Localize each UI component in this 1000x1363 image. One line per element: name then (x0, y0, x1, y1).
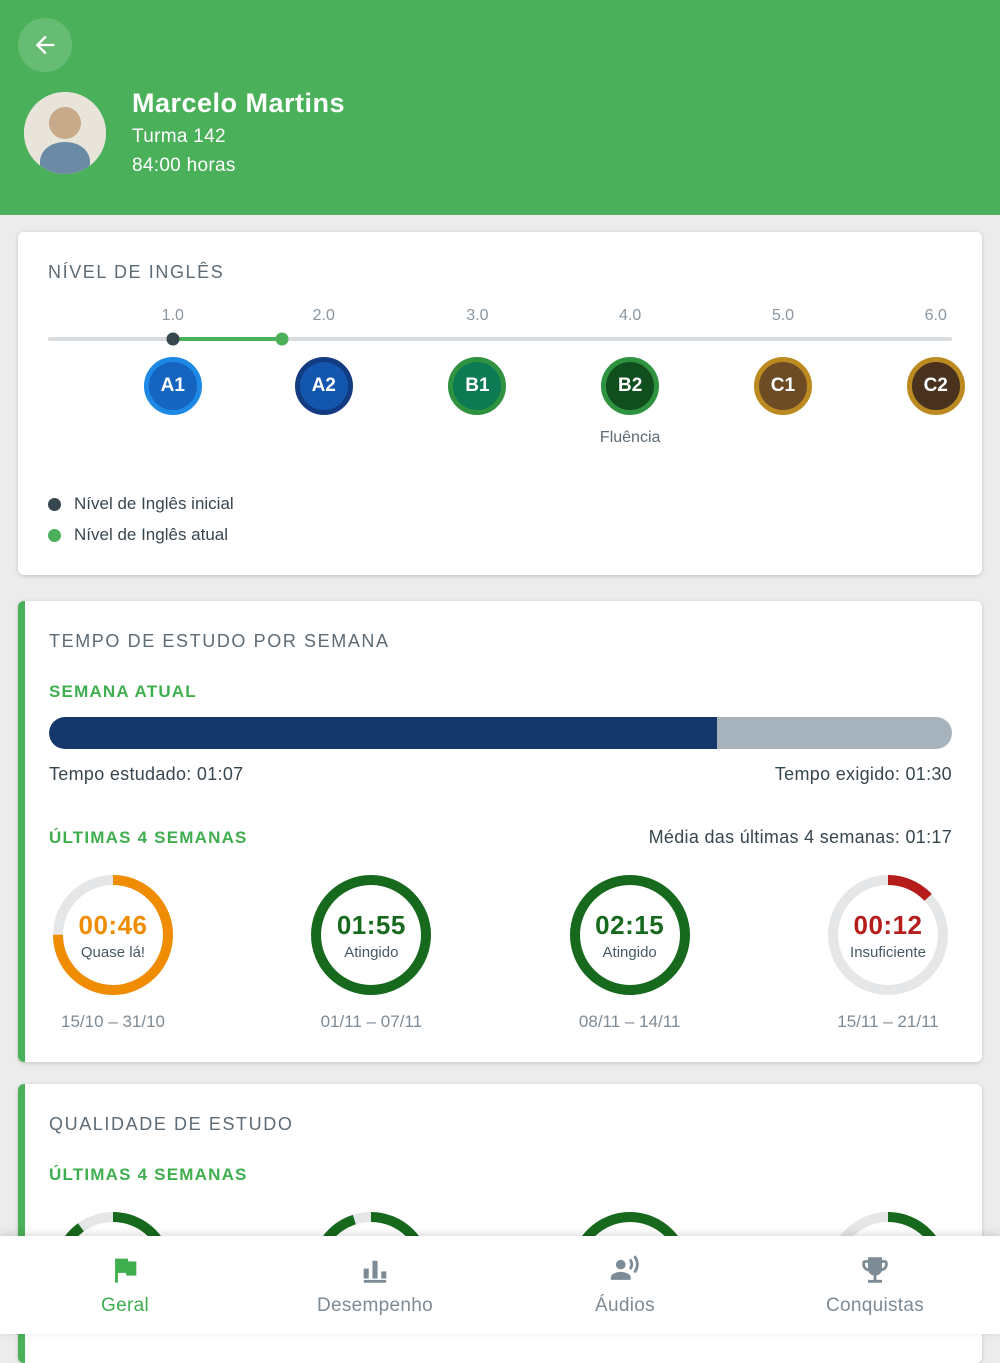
profile-group: Turma 142 (132, 126, 226, 147)
week-date-range: 15/10 – 31/10 (61, 1012, 165, 1031)
quality-last-weeks-label: ÚLTIMAS 4 SEMANAS (49, 1165, 248, 1184)
current-level-dot-icon (48, 528, 61, 542)
average-label: Média das últimas 4 semanas: 01:17 (648, 827, 952, 847)
week-summary: 01:55 Atingido 01/11 – 07/11 (307, 874, 435, 1032)
initial-level-marker (166, 332, 180, 346)
weekly-progress-bar (49, 717, 952, 749)
profile-name: Marcelo Martins (132, 88, 346, 118)
level-progress-segment (172, 337, 283, 341)
required-time-label: Tempo exigido: 01:30 (774, 764, 952, 784)
week-date-range: 01/11 – 07/11 (320, 1012, 423, 1031)
week-summary: 02:15 Atingido 08/11 – 14/11 (566, 874, 694, 1032)
last-weeks-header: ÚLTIMAS 4 SEMANAS Média das últimas 4 se… (49, 827, 952, 848)
week-summary: 00:12 Insuficiente 15/11 – 21/11 (824, 874, 952, 1032)
week-progress-ring: 00:46 Quase lá! (52, 874, 174, 996)
avatar (24, 91, 106, 174)
week-status: Atingido (344, 943, 399, 961)
week-status: Quase lá! (80, 943, 146, 961)
week-time: 02:15 (595, 909, 665, 940)
nav-item-conquistas[interactable]: Conquistas (750, 1236, 1000, 1334)
scale-label: 6.0 (924, 307, 947, 324)
progress-ring-icon (53, 875, 173, 995)
profile-hours: 84:00 horas (132, 155, 236, 176)
bottom-nav: Geral Desempenho Áudios Conqu (0, 1236, 1000, 1334)
english-level-card: NÍVEL DE INGLÊS 1.0 2.0 3.0 4.0 5.0 6.0 … (18, 232, 982, 575)
level-badge-label: A2 (311, 375, 336, 396)
scale-label: 5.0 (771, 307, 795, 324)
week-rings-row: 00:46 Quase lá! 15/10 – 31/10 01:55 Atin… (49, 874, 952, 1032)
level-badge-label: C1 (770, 375, 796, 396)
progress-ring-icon (827, 875, 948, 995)
level-scale: 1.0 2.0 3.0 4.0 5.0 6.0 A1 A2 B1 B2 (48, 307, 965, 483)
week-time: 00:12 (853, 909, 923, 940)
week-status: Insuficiente (850, 943, 926, 961)
profile-header: Marcelo Martins Turma 142 84:00 horas (0, 0, 1000, 215)
scale-label: 1.0 (161, 307, 184, 324)
level-badge-a1: A1 (143, 357, 202, 415)
progress-labels: Tempo estudado: 01:07 Tempo exigido: 01:… (49, 764, 952, 785)
level-badge-c2: C2 (906, 357, 965, 415)
nav-label-geral: Geral (101, 1295, 149, 1316)
initial-level-dot-icon (48, 497, 61, 511)
scale-label: 3.0 (466, 307, 489, 324)
back-arrow-icon (35, 35, 55, 55)
level-card-title: NÍVEL DE INGLÊS (48, 262, 225, 282)
level-badge-label: B2 (618, 375, 643, 396)
legend-current: Nível de Inglês atual (48, 525, 952, 545)
level-badge-b2: B2 (601, 357, 660, 415)
avatar-photo-icon (24, 91, 106, 174)
level-badge-b1: B1 (448, 357, 507, 415)
nav-item-desempenho[interactable]: Desempenho (250, 1236, 500, 1334)
week-progress-ring: 00:12 Insuficiente (827, 874, 949, 996)
week-time: 00:46 (78, 909, 148, 940)
level-badge-label: C2 (923, 375, 948, 396)
bar-chart-icon (363, 1260, 387, 1283)
nav-item-geral[interactable]: Geral (0, 1236, 250, 1334)
profile-row: Marcelo Martins Turma 142 84:00 horas (24, 88, 1000, 177)
voice-over-icon (610, 1255, 639, 1280)
current-week-label: SEMANA ATUAL (49, 682, 197, 701)
study-time-card: TEMPO DE ESTUDO POR SEMANA SEMANA ATUAL … (18, 601, 982, 1062)
trophy-icon (862, 1257, 888, 1283)
week-progress-ring: 02:15 Atingido (569, 874, 691, 996)
level-badge-label: B1 (465, 375, 490, 396)
level-legend: Nível de Inglês inicial Nível de Inglês … (48, 494, 952, 545)
study-time-title: TEMPO DE ESTUDO POR SEMANA (49, 631, 390, 651)
progress-ring-icon (569, 875, 690, 995)
scale-label: 4.0 (619, 307, 642, 324)
studied-time-label: Tempo estudado: 01:07 (49, 764, 244, 784)
last-weeks-label: ÚLTIMAS 4 SEMANAS (49, 828, 248, 847)
scale-label: 2.0 (312, 307, 335, 324)
week-date-range: 15/11 – 21/11 (837, 1012, 939, 1031)
week-summary: 00:46 Quase lá! 15/10 – 31/10 (49, 874, 177, 1032)
nav-item-audios[interactable]: Áudios (500, 1236, 750, 1334)
nav-label-conquistas: Conquistas (825, 1295, 925, 1316)
legend-current-label: Nível de Inglês atual (74, 525, 229, 544)
week-date-range: 08/11 – 14/11 (578, 1012, 681, 1031)
weekly-progress-fill (49, 717, 718, 749)
nav-label-desempenho: Desempenho (316, 1295, 434, 1316)
current-level-marker (275, 332, 289, 346)
level-badge-c1: C1 (753, 357, 812, 415)
back-button[interactable] (18, 18, 72, 72)
week-progress-ring: 01:55 Atingido (310, 874, 432, 996)
quality-title: QUALIDADE DE ESTUDO (49, 1114, 294, 1134)
profile-info: Marcelo Martins Turma 142 84:00 horas (132, 88, 345, 177)
fluency-label: Fluência (599, 429, 661, 446)
flag-icon (115, 1258, 137, 1283)
legend-initial: Nível de Inglês inicial (48, 494, 952, 514)
nav-label-audios: Áudios (595, 1295, 655, 1316)
legend-initial-label: Nível de Inglês inicial (74, 494, 234, 513)
week-status: Atingido (602, 943, 657, 961)
level-track (48, 332, 952, 346)
week-time: 01:55 (336, 909, 406, 940)
progress-ring-icon (311, 875, 432, 995)
level-badge-label: A1 (160, 375, 185, 396)
level-badge-a2: A2 (294, 357, 353, 415)
